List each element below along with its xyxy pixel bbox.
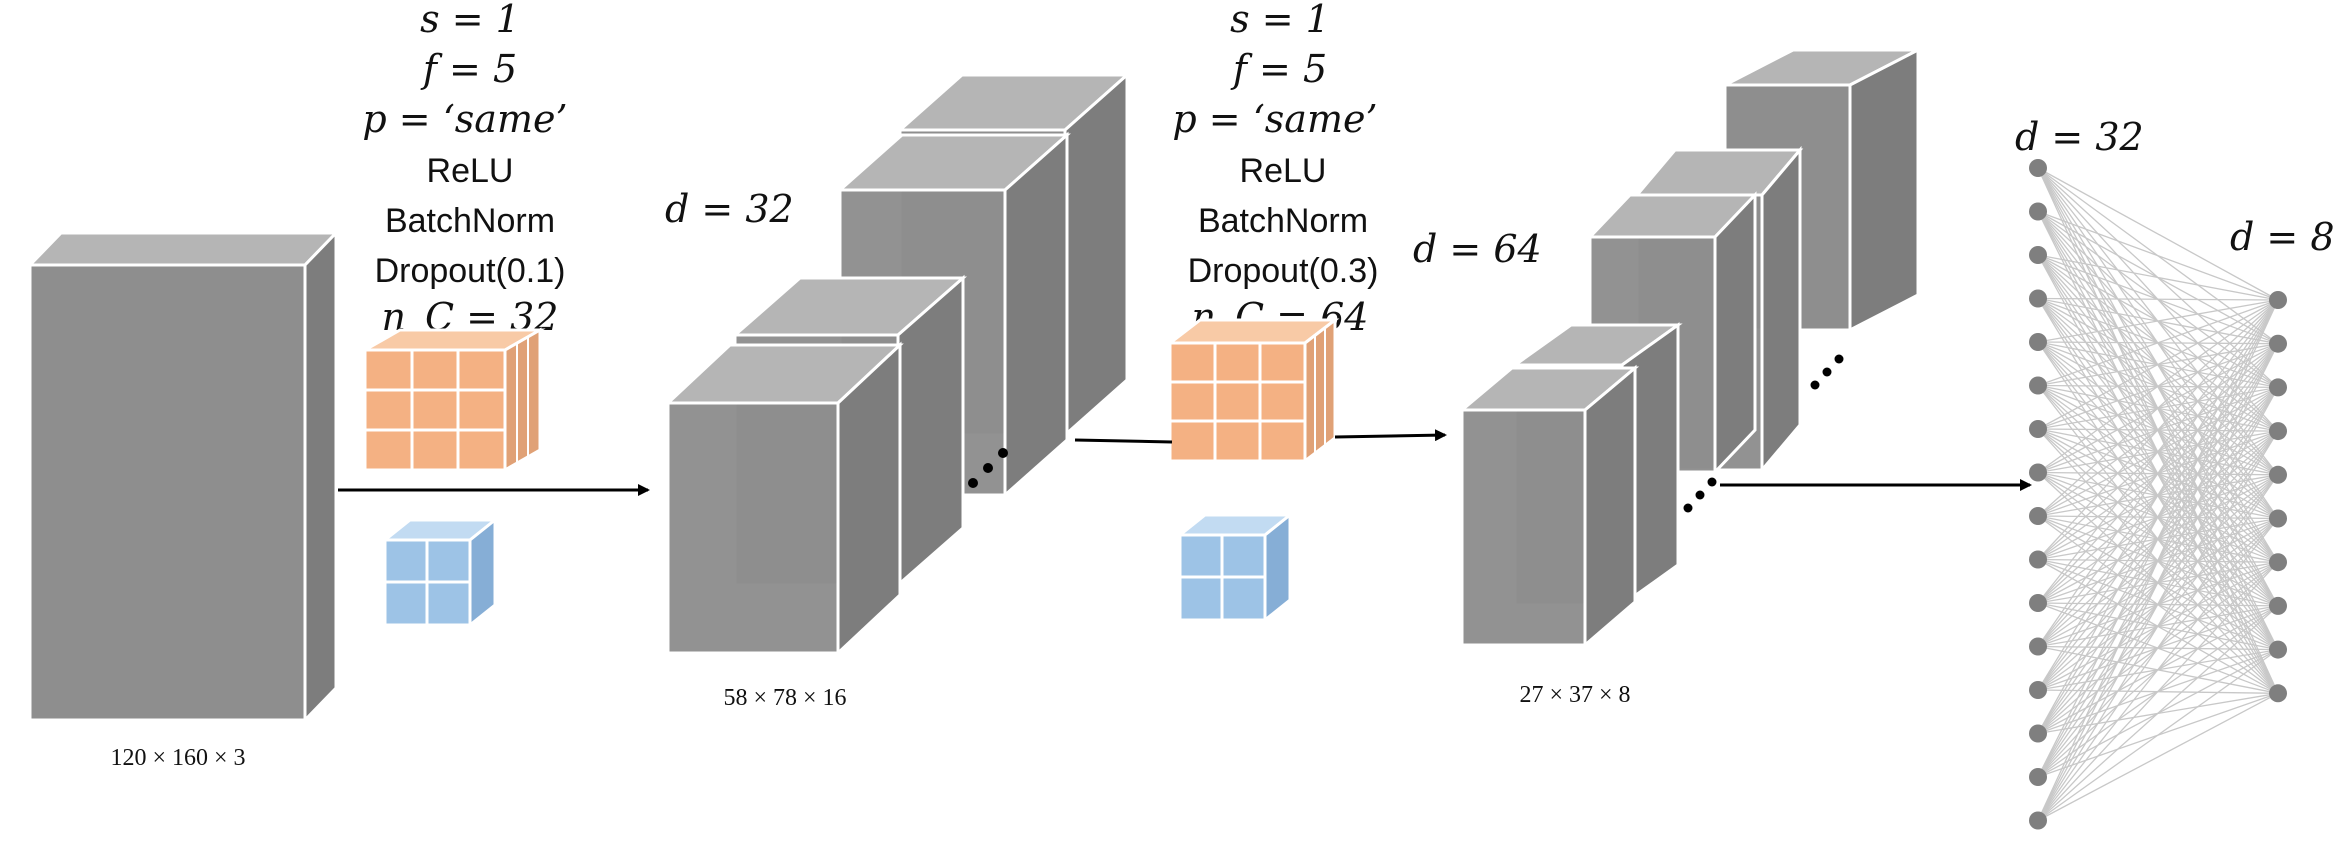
dense-edge bbox=[2037, 299, 2279, 560]
dense-edge bbox=[2037, 167, 2279, 301]
arrow-to-block2-tail bbox=[1074, 438, 1173, 444]
dense-layer1-nodes bbox=[2029, 159, 2047, 830]
conv1-pool-cube bbox=[380, 516, 500, 629]
dense-edge bbox=[2037, 561, 2279, 821]
dense-edge bbox=[2037, 387, 2279, 821]
conv1-filter-cube bbox=[359, 327, 546, 473]
dense-node bbox=[2269, 640, 2287, 659]
conv1-filter: f = 5 bbox=[420, 47, 517, 91]
conv2-padding: p = ‘same’ bbox=[1172, 97, 1377, 141]
dense-edge bbox=[2037, 299, 2279, 343]
dense-node bbox=[2269, 509, 2287, 528]
dense-node bbox=[2029, 159, 2047, 177]
dense-edge bbox=[2037, 518, 2279, 821]
input-volume bbox=[26, 229, 340, 724]
dense-edge bbox=[2037, 299, 2279, 691]
conv2-filter-cube bbox=[1165, 316, 1340, 465]
dense-node bbox=[2029, 594, 2047, 612]
dense-node bbox=[2029, 376, 2047, 395]
dense-edge bbox=[2037, 299, 2279, 474]
dense-edge bbox=[2037, 430, 2279, 821]
block1-dims: 58 × 78 × 16 bbox=[723, 685, 846, 711]
feature-maps-block2 bbox=[1457, 47, 1920, 649]
dense-node bbox=[2269, 378, 2287, 397]
dense-edge bbox=[2037, 474, 2279, 821]
dense-node bbox=[2269, 684, 2287, 703]
dense-edge bbox=[2037, 299, 2279, 604]
dense-edge bbox=[2037, 605, 2279, 821]
dense-node bbox=[2269, 465, 2287, 484]
dense-edge bbox=[2037, 299, 2279, 647]
dense-edge bbox=[2037, 692, 2279, 822]
conv1-stride: s = 1 bbox=[420, 0, 520, 41]
dense-edge bbox=[2037, 299, 2279, 734]
dense-node bbox=[2029, 289, 2047, 308]
dense-node bbox=[2029, 681, 2047, 699]
dense-node bbox=[2269, 422, 2287, 441]
arrow-to-block2 bbox=[1334, 429, 1447, 442]
dense-edge bbox=[2037, 343, 2279, 821]
dense-edge bbox=[2037, 254, 2279, 301]
conv1-activation: ReLU bbox=[427, 152, 514, 190]
dense-layer1-label: d = 32 bbox=[2015, 115, 2144, 159]
dense-node bbox=[2029, 420, 2047, 438]
conv2-pool-cube bbox=[1175, 511, 1295, 624]
conv2-params: s = 1 f = 5 p = ‘same’ ReLU BatchNorm Dr… bbox=[1172, 0, 1378, 340]
dense-edges bbox=[2037, 167, 2279, 822]
input-dims: 120 × 160 × 3 bbox=[110, 745, 245, 771]
block2-dims: 27 × 37 × 8 bbox=[1519, 682, 1630, 708]
conv1-params: s = 1 f = 5 p = ‘same’ ReLU BatchNorm Dr… bbox=[362, 0, 567, 340]
dense-node bbox=[2029, 463, 2047, 482]
dense-node bbox=[2029, 724, 2047, 743]
dense-edge bbox=[2037, 299, 2279, 430]
dense-node bbox=[2029, 637, 2047, 656]
dense-edge bbox=[2037, 299, 2279, 517]
dense-layer2-label: d = 8 bbox=[2230, 215, 2335, 259]
dense-node bbox=[2029, 550, 2047, 569]
dense-node bbox=[2269, 291, 2287, 309]
dense-node bbox=[2029, 768, 2047, 786]
dense-node bbox=[2269, 334, 2287, 353]
conv1-dropout: Dropout(0.1) bbox=[375, 252, 566, 290]
dense-edge bbox=[2037, 299, 2279, 821]
conv2-activation: ReLU bbox=[1240, 152, 1327, 190]
conv1-padding: p = ‘same’ bbox=[362, 97, 567, 141]
dense-edge bbox=[2037, 299, 2279, 387]
dense-edge bbox=[2037, 649, 2279, 822]
dense-node bbox=[2029, 202, 2047, 221]
conv2-stride: s = 1 bbox=[1230, 0, 1330, 41]
dense-node bbox=[2029, 811, 2047, 830]
block2-depth: d = 64 bbox=[1413, 227, 1542, 271]
conv2-batchnorm: BatchNorm bbox=[1198, 202, 1368, 240]
dense-node bbox=[2269, 553, 2287, 572]
feature-maps-block1 bbox=[664, 71, 1131, 657]
dense-node bbox=[2029, 333, 2047, 351]
dense-node bbox=[2269, 596, 2287, 615]
conv2-filter: f = 5 bbox=[1230, 47, 1327, 91]
conv1-batchnorm: BatchNorm bbox=[385, 202, 555, 240]
dense-edge bbox=[2037, 210, 2279, 301]
dense-edge bbox=[2037, 297, 2279, 301]
dense-node bbox=[2029, 507, 2047, 525]
block1-depth: d = 32 bbox=[665, 187, 794, 231]
conv2-dropout: Dropout(0.3) bbox=[1188, 252, 1379, 290]
dense-layer2-nodes bbox=[2269, 291, 2287, 703]
dense-node bbox=[2029, 246, 2047, 264]
dense-edge bbox=[2037, 299, 2279, 778]
